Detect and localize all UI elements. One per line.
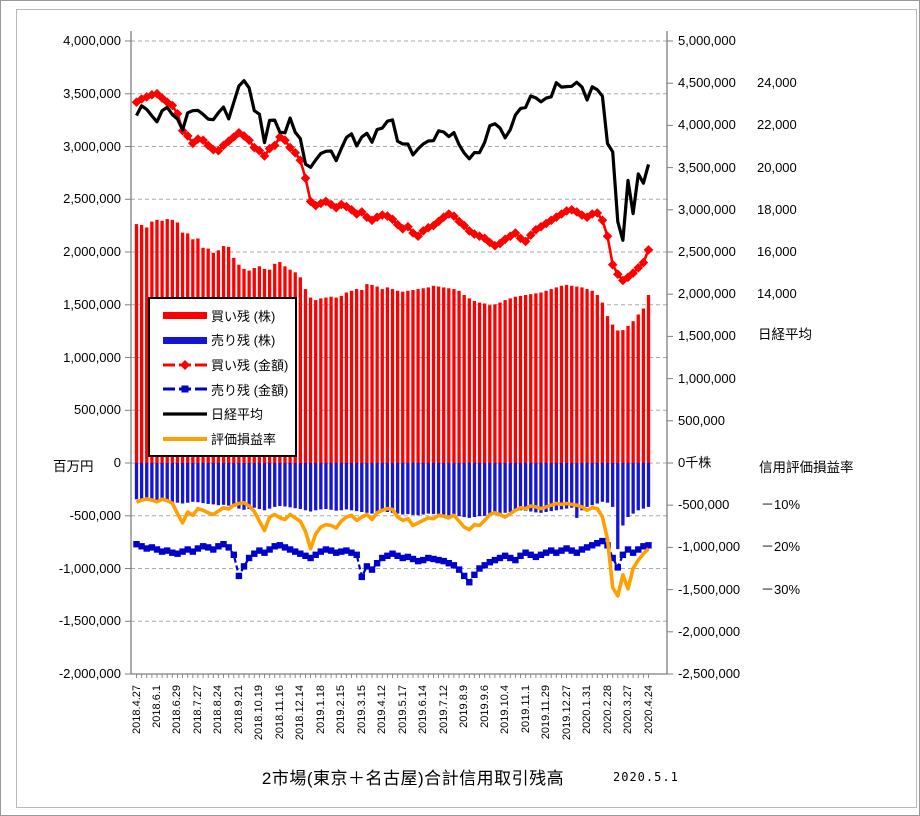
x-axis-tick-label: 2020.3.27 (622, 685, 634, 734)
x-axis-tick-label: 2018.6.29 (171, 685, 183, 734)
right-axis-tick-label: 4,000,000 (678, 117, 736, 132)
legend-label: 売り残 (株) (211, 333, 276, 349)
right-axis-tick-label: 1,500,000 (678, 328, 736, 343)
nikkei-line-swatch-icon (162, 406, 208, 422)
left-axis-tick-label: 1,500,000 (63, 297, 121, 312)
legend-item-sell-shares: 売り残 (株) (162, 329, 295, 351)
sell-shares-bar-swatch-icon (162, 332, 208, 348)
nikkei-axis-tick-label: 18,000 (757, 202, 797, 217)
x-axis-tick-label: 2019.9.6 (479, 685, 491, 728)
x-axis-tick-label: 2018.6.1 (151, 685, 163, 728)
right-axis-tick-label: 2,000,000 (678, 286, 736, 301)
buy-value-line-swatch-icon (162, 357, 208, 373)
ratio-axis-tick-label: －10% (761, 497, 801, 512)
sell-value-line-swatch-icon (162, 381, 208, 397)
right-axis-tick-label: 4,500,000 (678, 75, 736, 90)
right-axis-tick-label: 2,500,000 (678, 244, 736, 259)
x-axis-tick-label: 2019.7.12 (438, 685, 450, 734)
left-axis-tick-label: -1,500,000 (58, 613, 121, 628)
left-axis-tick-label: 2,500,000 (63, 191, 121, 206)
legend-label: 売り残 (金額) (211, 382, 289, 398)
legend-item-buy-value: 買い残 (金額) (162, 354, 295, 376)
nikkei-axis-tick-label: 22,000 (757, 117, 797, 132)
left-axis-tick-label: 3,000,000 (63, 139, 121, 154)
right-axis-tick-label: -2,500,000 (678, 666, 741, 681)
x-axis-tick-label: 2019.12.27 (561, 685, 573, 741)
chart-legend: 買い残 (株) 売り残 (株) 買い残 (金額) 売り残 (金額) 日経平均 評… (148, 297, 297, 457)
right-axis-tick-label: 0千株 (678, 455, 712, 470)
legend-label: 評価損益率 (211, 432, 277, 448)
right-axis-tick-label: 3,500,000 (678, 160, 736, 175)
x-axis-tick-label: 2019.3.15 (356, 685, 368, 734)
x-axis-tick-label: 2019.10.4 (499, 685, 511, 734)
legend-item-buy-shares: 買い残 (株) (162, 304, 295, 326)
legend-label: 日経平均 (211, 407, 264, 423)
x-axis-tick-label: 2018.12.14 (294, 685, 306, 741)
nikkei-axis-tick-label: 20,000 (757, 160, 797, 175)
x-axis-tick-label: 2019.4.12 (376, 685, 388, 734)
x-axis-tick-label: 2018.8.24 (212, 685, 224, 734)
left-axis-tick-label: 2,000,000 (63, 244, 121, 259)
legend-label: 買い残 (金額) (211, 358, 289, 374)
right-axis-tick-label: -500,000 (678, 497, 730, 512)
nikkei-axis-tick-label: 24,000 (757, 75, 797, 90)
right-axis-tick-label: -2,000,000 (678, 624, 741, 639)
right-axis-tick-label: -1,000,000 (678, 539, 741, 554)
x-axis-tick-label: 2018.4.27 (131, 685, 143, 734)
ratio-line-swatch-icon (162, 431, 208, 447)
left-axis-tick-label: -500,000 (69, 508, 121, 523)
left-axis-unit-label: 百万円 (53, 459, 94, 474)
legend-item-ratio: 評価損益率 (162, 428, 295, 450)
x-axis-tick-label: 2020.2.28 (602, 685, 614, 734)
left-axis-tick-label: -1,000,000 (58, 561, 121, 576)
x-axis-tick-label: 2020.1.31 (581, 685, 593, 734)
ratio-axis-label: 信用評価損益率 (759, 460, 854, 475)
x-axis-tick-label: 2018.10.19 (253, 685, 265, 741)
chart-title: 2市場(東京＋名古屋)合計信用取引残高 (261, 769, 565, 788)
chart-date-note: 2020.5.1 (613, 770, 679, 784)
x-axis-tick-label: 2019.11.29 (540, 685, 552, 740)
x-axis-tick-label: 2020.4.24 (643, 685, 655, 734)
right-axis-tick-label: 500,000 (678, 413, 725, 428)
right-axis-tick-label: 3,000,000 (678, 202, 736, 217)
x-axis-tick-label: 2018.11.16 (274, 685, 286, 740)
legend-item-sell-value: 売り残 (金額) (162, 378, 295, 400)
legend-label: 買い残 (株) (211, 308, 276, 324)
nikkei-axis-label: 日経平均 (758, 327, 812, 342)
right-axis-tick-label: -1,500,000 (678, 582, 741, 597)
x-axis-tick-label: 2019.2.15 (335, 685, 347, 734)
left-axis-tick-label: 500,000 (74, 402, 121, 417)
chart-object-frame (16, 9, 917, 808)
nikkei-axis-tick-label: 14,000 (757, 286, 797, 301)
x-axis-tick-label: 2018.7.27 (192, 685, 204, 734)
x-axis-tick-label: 2019.1.18 (315, 685, 327, 734)
x-axis-tick-label: 2019.6.14 (417, 685, 429, 734)
ratio-axis-tick-label: －20% (761, 539, 801, 554)
x-axis-tick-label: 2019.8.9 (458, 685, 470, 728)
left-axis-tick-label: 4,000,000 (63, 33, 121, 48)
legend-item-nikkei: 日経平均 (162, 403, 295, 425)
ratio-axis-tick-label: －30% (761, 582, 801, 597)
left-axis-tick-label: -2,000,000 (58, 666, 121, 681)
x-axis-tick-label: 2018.9.21 (233, 685, 245, 734)
right-axis-tick-label: 1,000,000 (678, 371, 736, 386)
left-axis-tick-label: 3,500,000 (63, 86, 121, 101)
buy-shares-bar-swatch-icon (162, 307, 208, 323)
x-axis-tick-label: 2019.5.17 (397, 685, 409, 734)
left-axis-tick-label: 1,000,000 (63, 350, 121, 365)
nikkei-axis-tick-label: 16,000 (757, 244, 797, 259)
left-axis-tick-label: 0 (113, 455, 121, 470)
right-axis-tick-label: 5,000,000 (678, 33, 736, 48)
x-axis-tick-label: 2019.11.1 (520, 685, 532, 734)
